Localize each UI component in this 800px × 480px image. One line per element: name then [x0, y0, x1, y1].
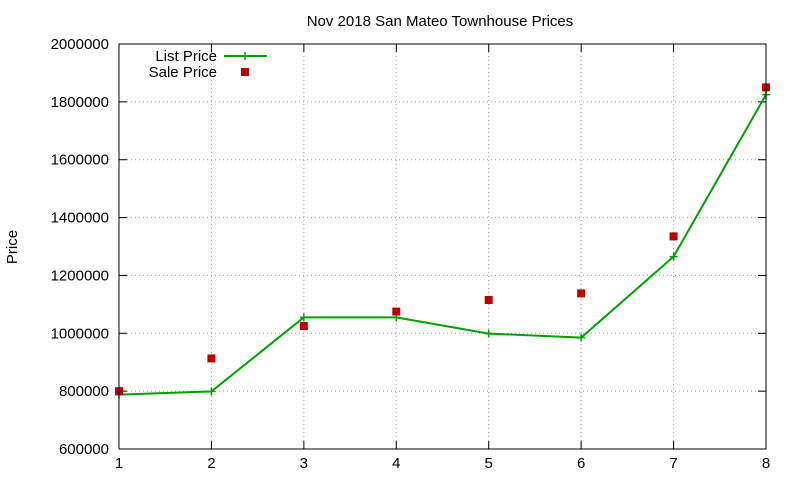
list-price-point [669, 252, 678, 261]
y-tick-label: 1800000 [51, 94, 109, 111]
x-tick-label: 6 [577, 455, 585, 472]
x-tick-label: 3 [300, 455, 308, 472]
y-tick-label: 1000000 [51, 325, 109, 342]
list-price-line [118, 94, 767, 396]
x-tick-label: 2 [207, 455, 215, 472]
plot-border [118, 43, 767, 450]
x-tick-label: 5 [485, 455, 493, 472]
list-price-point [207, 387, 216, 396]
legend-swatch-square [241, 68, 249, 76]
list-price-point [299, 313, 308, 322]
x-axis-ticks: 1 2 3 4 5 6 7 8 [115, 44, 770, 472]
y-tick-label: 1600000 [51, 152, 109, 169]
sale-price-point [207, 354, 216, 363]
y-tick-label: 2000000 [51, 36, 109, 53]
series-list-price [115, 90, 770, 399]
list-price-point [577, 333, 586, 342]
y-tick-label: 1200000 [51, 267, 109, 284]
sale-price-point [577, 289, 586, 298]
sale-price-point [299, 322, 308, 331]
x-tick-label: 8 [762, 455, 770, 472]
sale-price-point [484, 296, 493, 305]
y-tick-label: 800000 [59, 383, 109, 400]
x-tick-label: 1 [115, 455, 123, 472]
y-axis-label: Price [4, 230, 21, 264]
series-sale-price [115, 83, 770, 396]
legend-label: List Price [155, 48, 217, 65]
plot-series [115, 83, 770, 399]
list-price-point [484, 329, 493, 338]
y-tick-label: 1400000 [51, 210, 109, 227]
sale-price-point [392, 307, 401, 316]
chart-title: Nov 2018 San Mateo Townhouse Prices [307, 13, 574, 30]
x-tick-label: 7 [669, 455, 677, 472]
x-tick-label: 4 [392, 455, 400, 472]
legend-label: Sale Price [149, 64, 217, 81]
sale-price-point [669, 232, 678, 241]
y-tick-label: 600000 [59, 441, 109, 458]
legend-swatch-marker [241, 52, 249, 60]
y-axis-ticks: 600000 800000 1000000 1200000 1400000 1600000… [51, 36, 766, 458]
